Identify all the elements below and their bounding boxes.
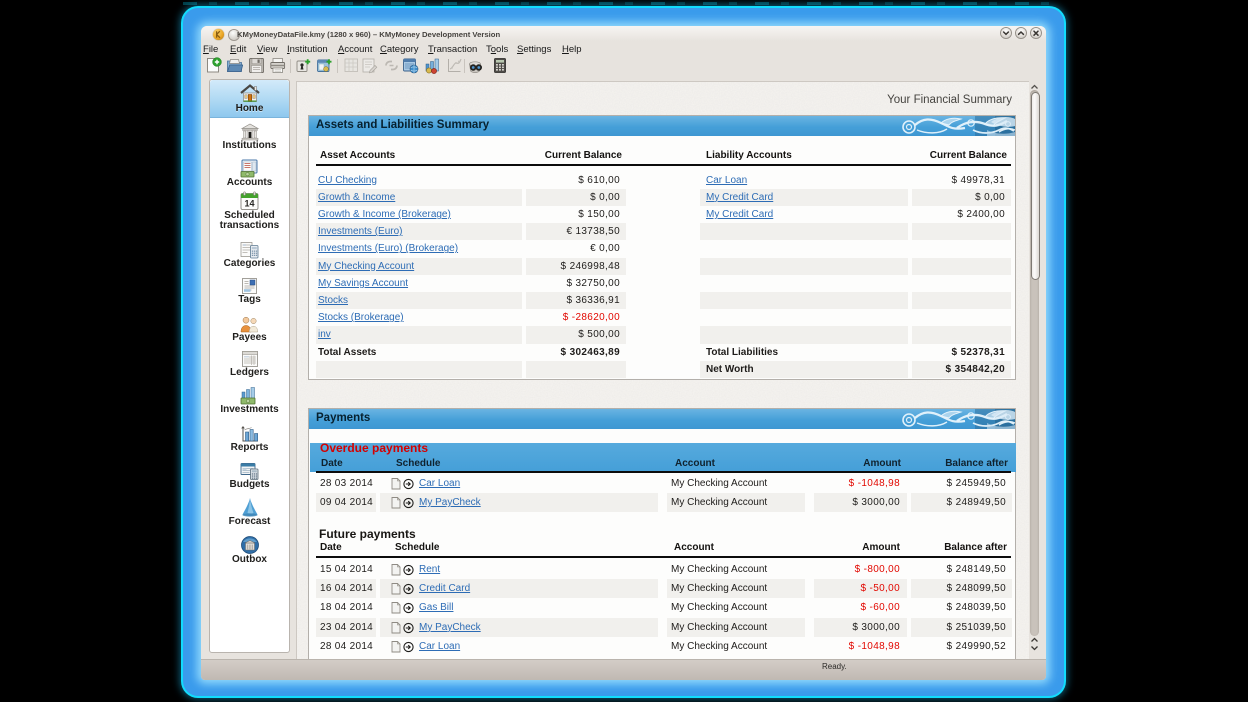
svg-text:14: 14	[244, 199, 254, 209]
